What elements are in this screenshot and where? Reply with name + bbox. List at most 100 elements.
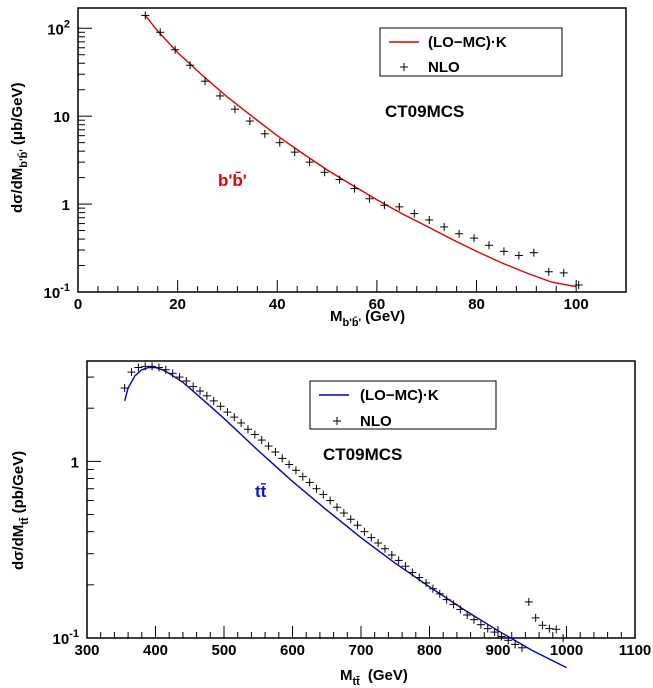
nlo-point (346, 515, 355, 524)
nlo-point (223, 408, 232, 417)
top-y-tick-labels: 10-1 1 10 102 (44, 18, 70, 302)
nlo-point (291, 466, 300, 475)
nlo-point (141, 11, 150, 20)
nlo-point (470, 234, 479, 243)
nlo-point (305, 478, 314, 487)
nlo-point (168, 369, 177, 378)
x-tick-label: 100 (564, 296, 589, 313)
nlo-point (350, 184, 359, 193)
nlo-point (387, 551, 396, 560)
nlo-point (425, 215, 434, 224)
nlo-point (511, 640, 520, 649)
nlo-point (574, 281, 583, 290)
x-tick-label: 1000 (550, 642, 583, 659)
top-legend-point-label: NLO (428, 59, 460, 76)
bottom-y-tick-labels: 10-1 1 (53, 454, 79, 648)
nlo-point (449, 600, 458, 609)
top-series-points (141, 11, 583, 290)
x-tick-label: 400 (143, 642, 168, 659)
nlo-point (531, 613, 540, 622)
y-tick-label: 10-1 (53, 628, 79, 648)
nlo-point (245, 117, 254, 126)
y-tick-label: 10 (53, 109, 70, 126)
nlo-point (320, 168, 329, 177)
nlo-point (319, 490, 328, 499)
nlo-point (483, 624, 492, 633)
y-tick-label: 1 (71, 454, 79, 471)
nlo-point (410, 209, 419, 218)
top-y-label: dσ/dMb'b̄'(μb/GeV) (9, 83, 30, 213)
nlo-point (353, 521, 362, 530)
nlo-point (243, 425, 252, 434)
nlo-point (186, 61, 195, 70)
nlo-point (196, 387, 205, 396)
x-tick-label: 300 (74, 642, 99, 659)
x-tick-label: 40 (269, 296, 286, 313)
bottom-legend-line-label: (LO−MC)·K (360, 387, 439, 404)
top-x-tick-labels: 0 20 40 60 80 100 (74, 296, 589, 313)
nlo-point (485, 241, 493, 250)
nlo-point (127, 368, 136, 377)
top-axis-ticks (77, 27, 577, 293)
nlo-point (189, 382, 198, 391)
nlo-point (215, 91, 224, 100)
nlo-point (120, 384, 129, 393)
top-legend-point-swatch (400, 63, 408, 71)
nlo-point (470, 615, 479, 624)
nlo-point (312, 484, 321, 493)
nlo-point (275, 138, 284, 147)
nlo-point (442, 595, 451, 604)
nlo-point (298, 472, 307, 481)
nlo-point (455, 229, 464, 238)
top-x-label: Mb'b̄' (GeV) (330, 308, 405, 329)
nlo-point (524, 597, 533, 606)
nlo-point (415, 573, 424, 582)
x-tick-label: 1100 (619, 642, 652, 659)
nlo-point (278, 454, 287, 463)
nlo-point (360, 527, 369, 536)
nlo-point (326, 496, 335, 505)
bottom-legend-point-swatch (333, 417, 341, 425)
nlo-point (285, 460, 294, 469)
x-tick-label: 500 (211, 642, 236, 659)
bottom-axis-ticks (86, 376, 636, 639)
nlo-point (435, 589, 444, 598)
nlo-point (401, 562, 410, 571)
nlo-point (544, 267, 553, 276)
nlo-point (237, 418, 246, 427)
top-model-label: CT09MCS (385, 102, 464, 121)
nlo-point (333, 503, 342, 512)
nlo-point (463, 610, 472, 619)
nlo-point (476, 620, 485, 629)
top-legend-line-label: (LO−MC)·K (428, 34, 507, 51)
x-tick-label: 900 (485, 642, 510, 659)
x-tick-label: 60 (369, 296, 386, 313)
bottom-legend: (LO−MC)·K NLO (309, 380, 497, 430)
nlo-point (161, 365, 170, 374)
nlo-point (230, 413, 239, 422)
nlo-point (156, 28, 165, 37)
nlo-point (552, 625, 561, 634)
nlo-point (504, 636, 513, 645)
y-tick-label: 10-1 (44, 282, 70, 302)
bottom-y-label: dσ/dMtt̄(pb/GeV) (10, 451, 31, 570)
nlo-point (497, 632, 506, 641)
nlo-point (380, 201, 389, 210)
top-series-line (144, 14, 577, 288)
nlo-point (182, 377, 191, 386)
nlo-point (440, 222, 449, 231)
nlo-point (148, 362, 157, 371)
x-tick-label: 600 (280, 642, 305, 659)
nlo-point (499, 247, 508, 256)
nlo-point (260, 129, 269, 138)
nlo-point (395, 202, 404, 211)
x-tick-label: 80 (468, 296, 485, 313)
nlo-point (514, 251, 523, 260)
nlo-point (394, 556, 403, 565)
nlo-point (490, 628, 499, 637)
bottom-series-points (120, 362, 568, 652)
x-tick-label: 700 (348, 642, 373, 659)
x-tick-label: 0 (74, 296, 82, 313)
nlo-point (529, 248, 538, 257)
nlo-point (559, 634, 568, 642)
